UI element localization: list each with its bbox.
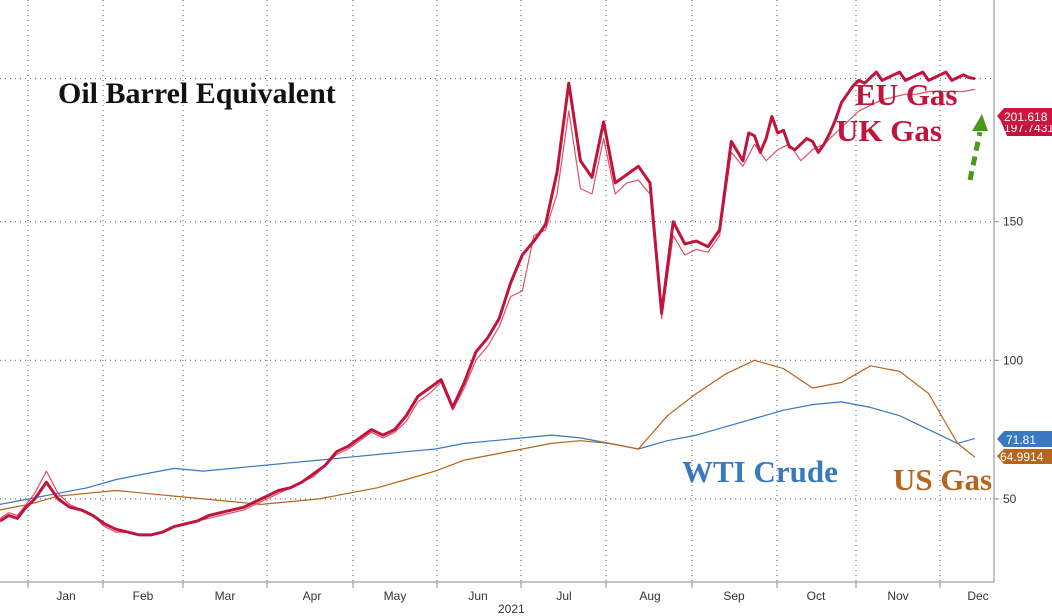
x-tick-label: Nov bbox=[887, 589, 908, 603]
series-line-us bbox=[0, 359, 976, 511]
last-value-tag-wti: 71.81 bbox=[997, 431, 1052, 447]
x-tick-label: Oct bbox=[807, 589, 826, 603]
uk-gas-label: UK Gas bbox=[836, 113, 942, 148]
x-tick-label: Aug bbox=[639, 589, 660, 603]
series-lines bbox=[0, 70, 976, 537]
svg-text:201.618: 201.618 bbox=[1004, 110, 1048, 124]
last-value-tag-us: 64.9914 bbox=[997, 449, 1052, 464]
x-tick-label: Dec bbox=[967, 589, 988, 603]
last-value-tag-eu: 201.618 bbox=[997, 108, 1052, 125]
y-tick-labels: 50 100 150 bbox=[994, 215, 1023, 506]
svg-text:64.9914: 64.9914 bbox=[1000, 450, 1044, 464]
series-line-wti bbox=[0, 401, 976, 505]
x-tick-label: Feb bbox=[133, 589, 154, 603]
y-tick-label: 150 bbox=[1003, 215, 1023, 229]
x-tick-label: Jul bbox=[556, 589, 571, 603]
gridlines bbox=[0, 0, 994, 588]
x-tick-labels: Jan Feb Mar Apr May Jun Jul Aug Sep Oct Nov Dec bbox=[56, 589, 988, 603]
up-arrow-icon bbox=[967, 114, 988, 181]
y-tick-label: 50 bbox=[1003, 492, 1017, 506]
x-tick-label: Jan bbox=[56, 589, 75, 603]
chart-title: Oil Barrel Equivalent bbox=[58, 77, 336, 110]
series-line-eu bbox=[0, 70, 976, 537]
axes bbox=[0, 0, 995, 583]
x-tick-label: Sep bbox=[723, 589, 745, 603]
x-tick-label: Mar bbox=[215, 589, 236, 603]
eu-gas-label: EU Gas bbox=[855, 77, 958, 112]
us-gas-label: US Gas bbox=[893, 462, 992, 497]
x-tick-label: Apr bbox=[303, 589, 322, 603]
svg-text:71.81: 71.81 bbox=[1006, 433, 1036, 447]
x-tick-label: May bbox=[384, 589, 407, 603]
wti-crude-label: WTI Crude bbox=[682, 454, 838, 489]
y-tick-label: 100 bbox=[1003, 353, 1023, 367]
x-tick-label: Jun bbox=[468, 589, 487, 603]
year-label: 2021 bbox=[498, 602, 525, 616]
